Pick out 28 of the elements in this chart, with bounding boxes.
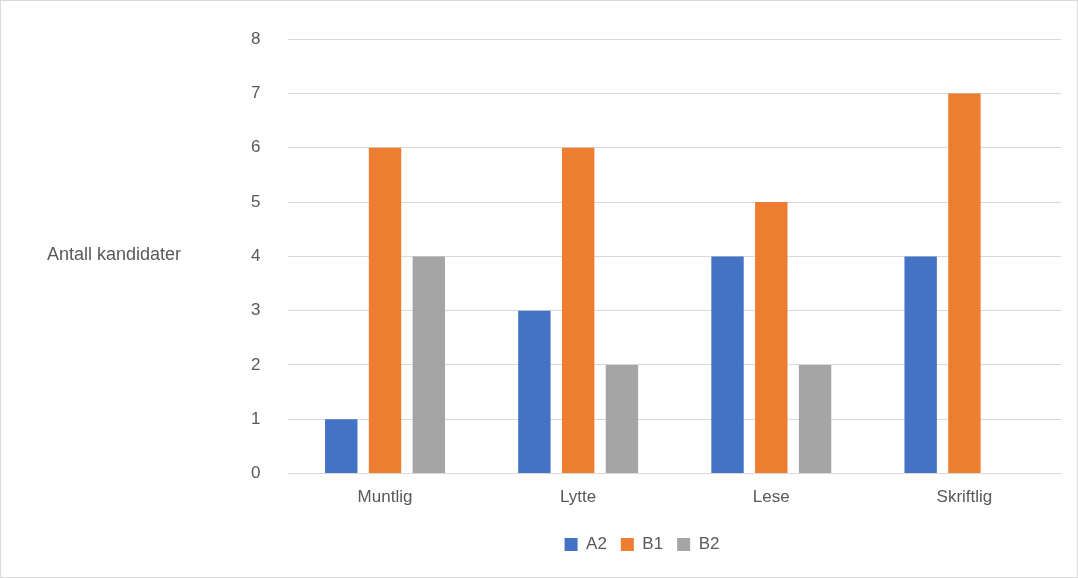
x-tick-label: Skriftlig [936, 487, 993, 507]
bar [412, 256, 445, 474]
legend-label: A2 [586, 534, 607, 554]
y-tick-label: 4 [250, 246, 261, 266]
legend-label: B2 [698, 534, 720, 554]
y-tick-label: 8 [250, 28, 261, 48]
bar [755, 202, 788, 474]
bar [711, 256, 744, 474]
y-tick-label: 6 [250, 137, 261, 157]
y-tick-label: 2 [250, 354, 261, 374]
y-axis-title: Antall kandidater [47, 244, 182, 265]
bar [518, 310, 551, 474]
y-tick-label: 0 [250, 463, 261, 483]
x-tick-label: Muntlig [357, 487, 413, 507]
y-tick-label: 5 [250, 191, 261, 211]
bar [798, 365, 832, 474]
bar [561, 147, 595, 474]
legend-label: B1 [642, 534, 664, 554]
bar [948, 93, 981, 474]
bar [368, 147, 402, 474]
x-tick-label: Lese [752, 487, 790, 507]
y-tick-label: 7 [250, 83, 261, 103]
y-tick-label: 3 [250, 300, 261, 320]
bar [904, 256, 937, 474]
bar [325, 419, 358, 474]
y-tick-label: 1 [250, 408, 261, 428]
x-tick-label: Lytte [560, 487, 597, 507]
bar [605, 365, 639, 474]
